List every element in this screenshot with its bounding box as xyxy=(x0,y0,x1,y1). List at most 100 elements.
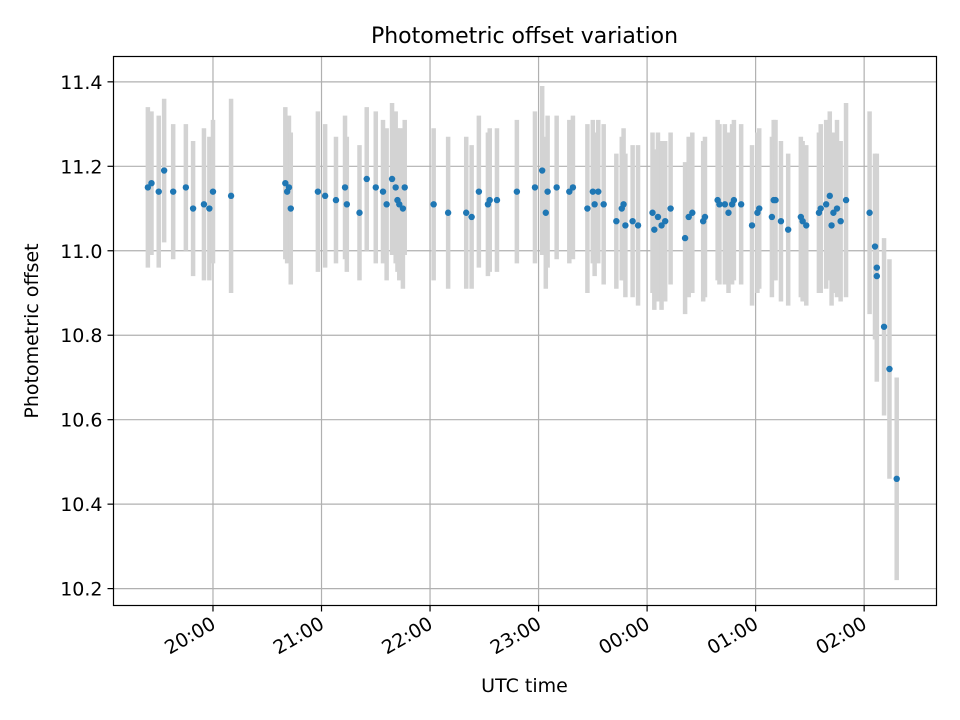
data-point xyxy=(634,222,642,229)
data-point xyxy=(396,201,403,208)
data-point xyxy=(721,201,729,208)
data-point xyxy=(363,175,370,183)
data-point xyxy=(799,218,806,225)
data-point xyxy=(725,209,732,216)
data-point xyxy=(737,201,745,208)
y-tick-label: 11.0 xyxy=(60,241,102,263)
data-point xyxy=(658,222,665,229)
data-point xyxy=(285,184,293,191)
data-point xyxy=(341,184,349,191)
data-point xyxy=(591,201,598,208)
data-point xyxy=(871,243,879,250)
data-point xyxy=(372,184,379,191)
data-point xyxy=(569,184,577,191)
data-point xyxy=(566,188,573,195)
data-point xyxy=(584,205,591,212)
data-point xyxy=(654,213,662,221)
data-point xyxy=(866,209,873,216)
data-point xyxy=(837,218,844,225)
data-point xyxy=(828,222,835,229)
data-point xyxy=(463,209,470,216)
data-point xyxy=(282,179,289,187)
data-point xyxy=(784,226,792,233)
data-point xyxy=(886,365,893,373)
data-point xyxy=(538,167,546,174)
data-point xyxy=(155,188,162,195)
data-point xyxy=(321,192,329,200)
data-point xyxy=(661,218,669,225)
data-point xyxy=(189,205,197,212)
data-point xyxy=(144,184,152,191)
data-point xyxy=(768,213,776,221)
data-point xyxy=(842,196,850,204)
data-point xyxy=(730,196,738,204)
data-point xyxy=(756,205,763,212)
data-point xyxy=(748,222,756,229)
data-point xyxy=(629,218,636,225)
y-axis: 10.2 10.4 10.6 10.8 11.0 11.2 11.4 xyxy=(60,72,114,601)
chart-title: Photometric offset variation xyxy=(371,24,678,49)
data-point xyxy=(430,201,437,208)
data-point xyxy=(332,196,340,204)
data-point xyxy=(681,234,689,242)
y-tick-label: 11.4 xyxy=(60,72,102,94)
data-point xyxy=(169,188,177,195)
data-point xyxy=(667,205,674,212)
data-point xyxy=(685,213,692,221)
data-point xyxy=(493,196,501,204)
data-point xyxy=(531,184,539,191)
data-point xyxy=(314,188,322,195)
data-point xyxy=(544,188,551,195)
data-point xyxy=(200,201,208,208)
data-point xyxy=(513,188,521,195)
data-point xyxy=(873,264,881,271)
data-point xyxy=(830,209,837,216)
data-point xyxy=(401,184,408,191)
data-point xyxy=(822,201,830,208)
y-tick-label: 10.2 xyxy=(60,579,102,601)
data-point xyxy=(343,201,351,208)
data-point xyxy=(689,209,696,216)
data-point xyxy=(893,475,900,483)
data-point xyxy=(206,205,213,212)
data-point xyxy=(182,184,190,191)
data-point xyxy=(772,196,779,204)
data-point xyxy=(620,201,627,208)
data-point xyxy=(817,205,824,212)
data-point xyxy=(209,188,217,195)
data-point xyxy=(826,192,833,200)
data-point xyxy=(392,184,399,191)
data-point xyxy=(160,167,168,174)
grid xyxy=(113,56,937,606)
data-point xyxy=(880,323,888,330)
data-point xyxy=(475,188,483,195)
data-point xyxy=(468,213,475,221)
data-point xyxy=(613,218,620,225)
data-point xyxy=(383,201,390,208)
data-point xyxy=(148,179,155,187)
y-tick-label: 10.6 xyxy=(60,410,102,432)
data-point xyxy=(833,205,841,212)
data-point xyxy=(553,184,560,191)
data-point xyxy=(649,209,656,216)
data-point xyxy=(589,188,597,195)
data-point xyxy=(651,226,658,233)
x-axis-label: UTC time xyxy=(481,675,568,697)
data-point xyxy=(388,175,396,183)
data-point xyxy=(356,209,363,216)
data-point xyxy=(399,205,407,212)
data-point xyxy=(716,201,723,208)
y-tick-label: 11.2 xyxy=(60,156,102,178)
data-point xyxy=(701,213,709,221)
data-point xyxy=(622,222,629,229)
data-point xyxy=(379,188,387,195)
data-point xyxy=(444,209,452,216)
data-point xyxy=(595,188,602,195)
data-point xyxy=(873,272,881,280)
y-tick-label: 10.8 xyxy=(60,325,102,347)
plot-frame xyxy=(112,55,938,607)
data-point xyxy=(486,196,493,204)
data-point xyxy=(227,192,235,200)
